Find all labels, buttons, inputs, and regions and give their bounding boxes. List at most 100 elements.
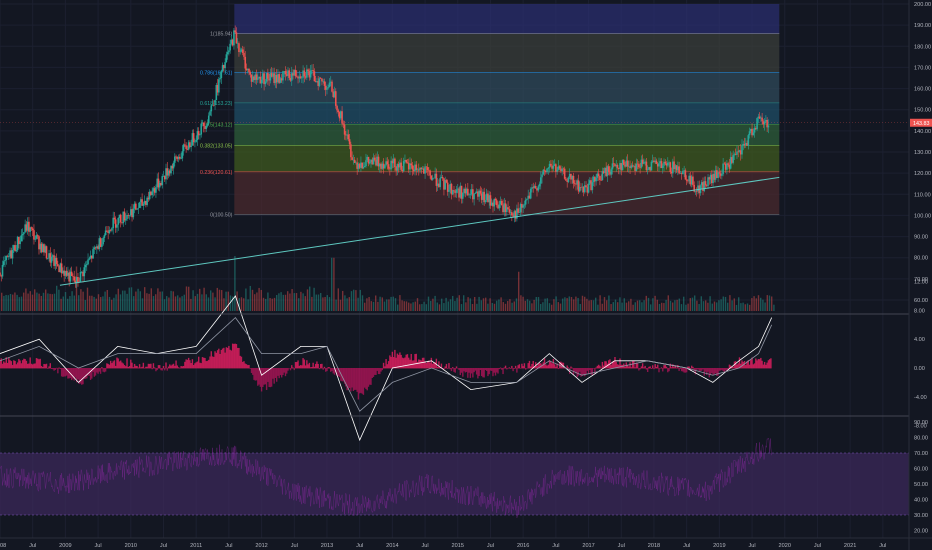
candle-body xyxy=(482,191,484,200)
volume-bar xyxy=(500,297,502,311)
macd-histogram-bar xyxy=(507,368,509,369)
macd-histogram-bar xyxy=(352,368,355,392)
macd-histogram-bar xyxy=(0,360,1,369)
candle-body xyxy=(201,122,204,124)
macd-histogram-bar xyxy=(488,368,490,375)
macd-histogram-bar xyxy=(326,368,328,372)
candle-body xyxy=(147,197,150,200)
candle-body xyxy=(241,49,244,53)
macd-histogram-bar xyxy=(253,368,255,380)
macd-histogram-bar xyxy=(143,367,146,369)
macd-histogram-bar xyxy=(381,368,384,371)
candle-body xyxy=(458,188,460,198)
candle-body xyxy=(205,125,208,129)
candle-body xyxy=(392,158,395,164)
volume-bar xyxy=(650,304,652,311)
candle-body xyxy=(628,166,630,168)
candle-body xyxy=(250,74,253,82)
volume-bar xyxy=(245,288,247,311)
candle-body xyxy=(131,209,133,218)
candle-body xyxy=(570,173,572,180)
macd-histogram-bar xyxy=(610,364,612,369)
volume-bar xyxy=(643,300,645,311)
macd-pane[interactable] xyxy=(0,295,773,442)
volume-bar xyxy=(320,293,322,311)
macd-histogram-bar xyxy=(57,368,59,374)
price-axis[interactable]: 200.00190.00180.00170.00160.00150.00140.… xyxy=(914,2,931,535)
rsi-pane[interactable] xyxy=(0,437,909,518)
macd-histogram-bar xyxy=(48,366,50,369)
candle-body xyxy=(546,168,548,173)
macd-histogram-bar xyxy=(272,368,274,379)
macd-histogram-bar xyxy=(728,364,731,369)
volume-bar xyxy=(733,298,735,311)
macd-histogram-bar xyxy=(220,349,223,369)
macd-histogram-bar xyxy=(68,368,70,379)
volume-bar xyxy=(698,303,700,311)
candle-body xyxy=(0,272,1,276)
macd-histogram-bar xyxy=(634,367,636,369)
volume-bar xyxy=(399,295,401,311)
candle-body xyxy=(477,191,479,197)
volume-bar xyxy=(317,294,320,311)
candle-body xyxy=(94,247,97,249)
volume-bar xyxy=(23,292,25,311)
macd-histogram-bar xyxy=(757,359,760,369)
volume-bar xyxy=(115,294,117,311)
macd-histogram-bar xyxy=(680,368,683,372)
macd-histogram-bar xyxy=(111,363,113,369)
macd-histogram-bar xyxy=(321,363,323,369)
macd-histogram-bar xyxy=(216,350,219,369)
macd-histogram-bar xyxy=(307,364,309,369)
macd-histogram-bar xyxy=(532,360,534,369)
macd-histogram-bar xyxy=(592,368,595,369)
candle-body xyxy=(518,212,521,213)
volume-bar xyxy=(584,296,586,311)
volume-bar xyxy=(485,297,487,311)
volume-bar xyxy=(216,287,218,311)
macd-histogram-bar xyxy=(67,368,69,379)
candle-body xyxy=(9,250,11,257)
macd-histogram-bar xyxy=(738,357,741,369)
macd-histogram-bar xyxy=(361,368,363,394)
macd-histogram-bar xyxy=(584,368,586,377)
candle-body xyxy=(73,276,75,281)
macd-histogram-bar xyxy=(142,362,145,369)
macd-histogram-bar xyxy=(332,368,334,374)
macd-histogram-bar xyxy=(635,362,638,369)
candle-body xyxy=(121,222,123,224)
candle-body xyxy=(470,189,473,195)
volume-bar xyxy=(284,294,287,311)
volume-bar xyxy=(696,300,698,311)
fibonacci-retracement[interactable]: 1(185.94)0.786(167.61)0.618(153.23)0.5(1… xyxy=(200,4,780,218)
candle-body xyxy=(43,244,45,253)
macd-histogram-bar xyxy=(298,365,301,369)
macd-histogram-bar xyxy=(459,368,461,376)
candle-body xyxy=(712,173,714,184)
candle-body xyxy=(656,163,659,167)
macd-histogram-bar xyxy=(475,368,478,375)
volume-bar xyxy=(5,294,7,311)
rsi-tick-label: 30.00 xyxy=(914,513,928,519)
candle-body xyxy=(224,62,226,69)
candle-body xyxy=(329,81,332,83)
macd-histogram-bar xyxy=(13,360,15,369)
candle-body xyxy=(606,166,609,176)
candle-body xyxy=(338,112,341,119)
volume-bar xyxy=(353,289,355,311)
time-tick-label: Jul xyxy=(618,543,625,549)
candle-body xyxy=(24,224,26,233)
time-axis[interactable]: 2008Jul2009Jul2010Jul2011Jul2012Jul2013J… xyxy=(0,543,886,549)
volume-bar xyxy=(199,288,201,311)
macd-histogram-bar xyxy=(516,368,518,373)
candle-body xyxy=(693,184,696,192)
trendline[interactable] xyxy=(59,176,780,286)
volume-bar xyxy=(496,300,498,311)
candle-body xyxy=(10,250,13,259)
macd-histogram-bar xyxy=(605,361,607,369)
volume-bar xyxy=(69,296,71,311)
macd-histogram-bar xyxy=(382,362,385,369)
candle-body xyxy=(368,161,371,164)
candle-body xyxy=(327,87,330,88)
